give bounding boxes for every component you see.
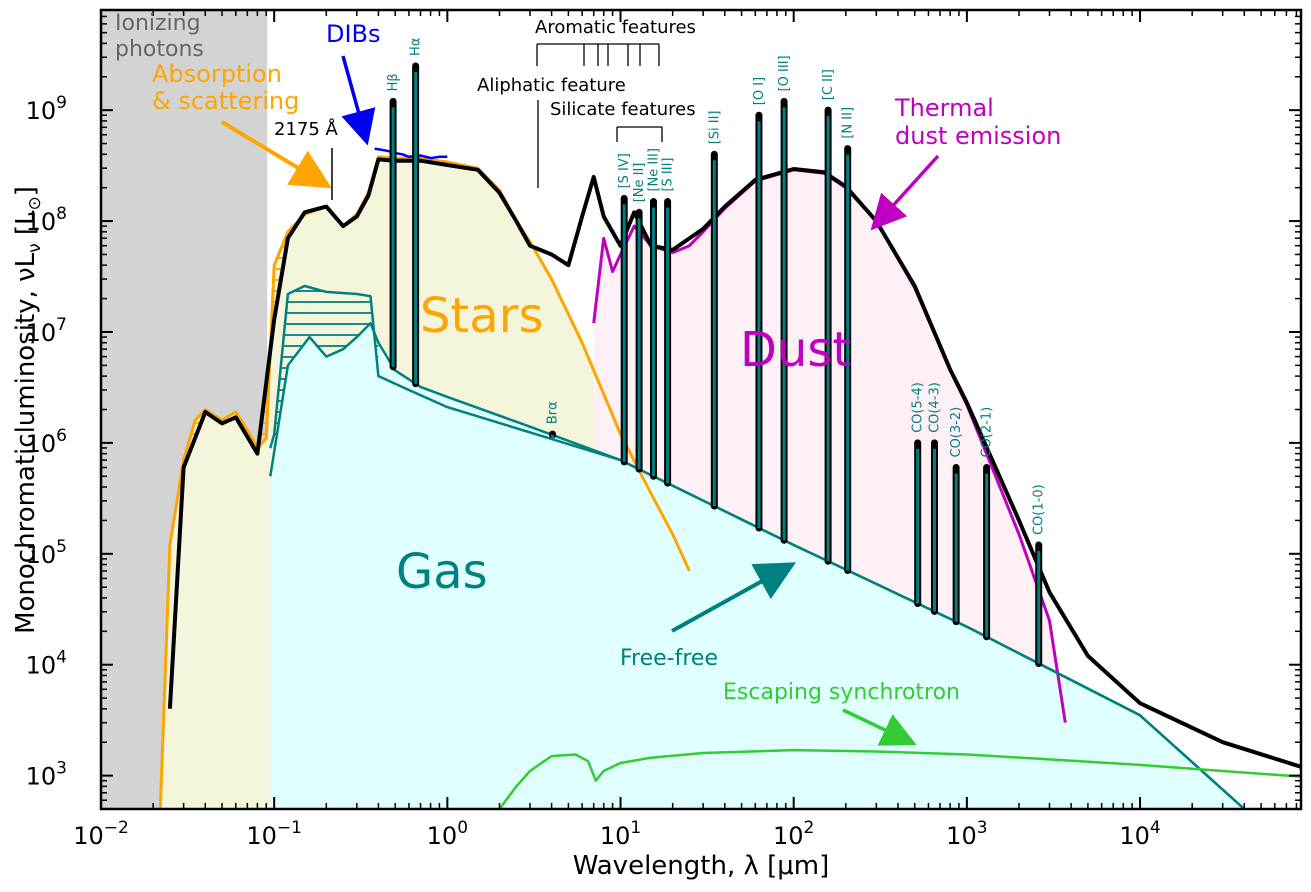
synchrotron-arrow xyxy=(842,708,917,746)
y-tick-label: 108 xyxy=(26,204,67,236)
stars-label: Stars xyxy=(420,288,543,344)
absorption-label: Absorption & scattering xyxy=(152,60,299,115)
y-axis-title: Monochromaticluminosity, νLν [L⊙] xyxy=(11,186,45,634)
ionizing-photons-label: Ionizing photons xyxy=(115,11,204,62)
y-tick-label: 105 xyxy=(26,537,67,569)
y-tick-label: 104 xyxy=(26,648,67,680)
emission-line-label: [C II] xyxy=(821,69,836,100)
emission-line-label: [S III] xyxy=(661,158,676,192)
aromatic-bracket xyxy=(536,43,660,66)
emission-line-label: CO(5-4) xyxy=(911,382,926,433)
dust-label: Dust xyxy=(740,322,851,378)
y-tick-label: 106 xyxy=(26,426,67,458)
x-tick-label: 10−1 xyxy=(246,818,302,850)
emission-line-label: [O I] xyxy=(752,77,767,105)
emission-line-label: Hβ xyxy=(386,73,401,91)
dibs-label: DIBs xyxy=(326,20,381,48)
x-tick-label: 103 xyxy=(946,818,987,850)
x-axis-title: Wavelength, λ [μm] xyxy=(573,851,830,881)
y-tick-label: 107 xyxy=(26,315,67,347)
emission-line-label: CO(2-1) xyxy=(980,407,995,458)
silicate-label: Silicate features xyxy=(550,99,696,120)
emission-line-label: [Ne III] xyxy=(646,148,661,192)
x-tick-label: 100 xyxy=(427,818,468,850)
y-tick-label: 109 xyxy=(26,93,67,125)
free-free-arrow xyxy=(671,562,796,633)
synchrotron-series-line xyxy=(498,748,1301,809)
aliphatic-label: Aliphatic feature xyxy=(477,75,626,96)
x-tick-label: 102 xyxy=(773,818,814,850)
gas-attenuated-series-line xyxy=(269,321,1246,809)
dibs-arrow xyxy=(341,55,376,146)
bump-label: 2175 Å xyxy=(274,118,339,140)
free-free-label: Free-free xyxy=(620,646,718,671)
total-series-line xyxy=(167,157,1301,769)
emission-line-label: Hα xyxy=(409,38,424,56)
emission-line-label: [N II] xyxy=(841,107,856,139)
emission-line-label: CO(4-3) xyxy=(927,382,942,433)
emission-line-label: [S IV] xyxy=(617,153,632,188)
emission-line-label: [O III] xyxy=(777,55,792,91)
emission-line-label: [Si II] xyxy=(707,110,722,144)
emission-line-label: Brα xyxy=(546,401,561,424)
absorption-arrow xyxy=(220,120,332,189)
thermal-dust-label: Thermal dust emission xyxy=(894,94,1061,150)
gas-label: Gas xyxy=(396,544,488,600)
silicate-bracket xyxy=(616,126,663,142)
emission-line-label: [Ne II] xyxy=(632,163,647,203)
synchrotron-label: Escaping synchrotron xyxy=(723,680,960,705)
x-tick-label: 101 xyxy=(600,818,641,850)
emission-line-label: CO(3-2) xyxy=(949,407,964,458)
x-tick-label: 10−2 xyxy=(73,818,129,850)
thermal-dust-arrow xyxy=(870,154,940,231)
x-tick-label: 104 xyxy=(1119,818,1160,850)
emission-line-label: CO(1-0) xyxy=(1032,484,1047,535)
aromatic-label: Aromatic features xyxy=(535,17,696,38)
y-tick-label: 103 xyxy=(26,759,67,791)
